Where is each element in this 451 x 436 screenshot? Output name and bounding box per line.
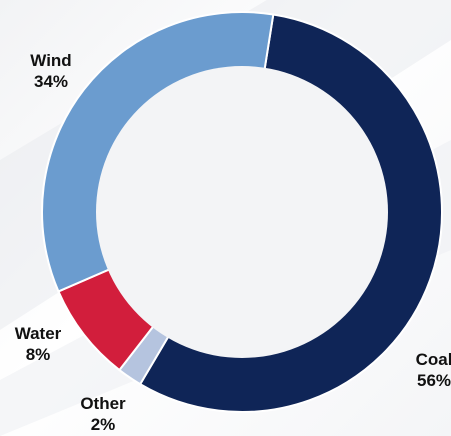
slice-label-name-water: Water	[15, 324, 62, 343]
slice-label-name-wind: Wind	[30, 51, 71, 70]
donut-hole	[96, 66, 388, 358]
slice-label-value-water: 8%	[26, 345, 51, 364]
slice-label-name-other: Other	[80, 394, 126, 413]
slice-labels: Coal 56% Other 2% Water 8% Wind 34%	[15, 51, 451, 434]
slice-label-name-coal: Coal	[416, 350, 451, 369]
slice-label-value-other: 2%	[91, 415, 116, 434]
slice-label-value-wind: 34%	[34, 72, 68, 91]
slice-label-value-coal: 56%	[417, 371, 451, 390]
